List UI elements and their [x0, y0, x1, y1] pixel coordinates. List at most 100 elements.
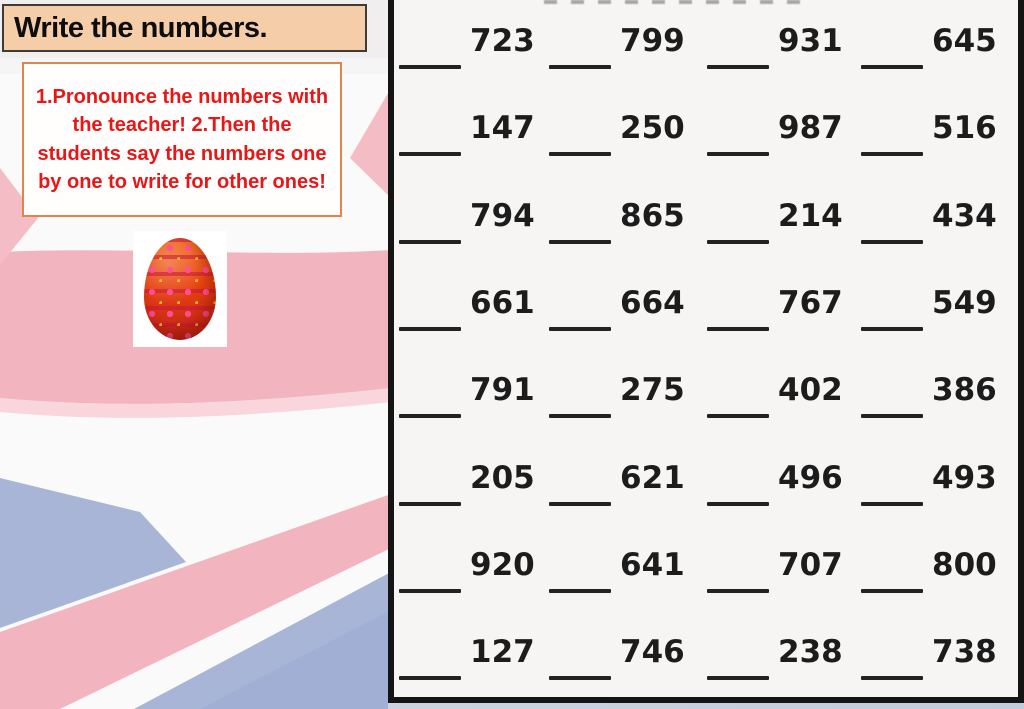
number-value: 664: [620, 285, 685, 322]
number-value: 238: [778, 634, 843, 671]
number-value: 275: [620, 372, 685, 409]
number-cell: 799: [549, 23, 707, 70]
number-cell: 661: [399, 285, 549, 332]
blank-line: [707, 414, 769, 419]
blank-line: [549, 501, 611, 506]
slide-title: Write the numbers.: [14, 11, 268, 44]
blank-line: [707, 152, 769, 157]
number-value: 496: [778, 459, 843, 496]
number-cell: 214: [707, 197, 861, 244]
number-cell: 434: [861, 197, 1018, 244]
worksheet-row: 920 641 707 800: [399, 528, 1018, 615]
blank-line: [399, 327, 461, 332]
blank-line: [861, 501, 923, 506]
number-cell: 931: [707, 23, 861, 70]
blank-line: [399, 239, 461, 244]
number-cell: 493: [861, 462, 1018, 506]
number-value: 386: [932, 372, 997, 409]
number-value: 746: [620, 634, 685, 671]
easter-egg-card: [133, 231, 227, 347]
number-value: 621: [620, 459, 685, 496]
number-cell: 275: [549, 372, 707, 419]
number-cell: 800: [861, 546, 1018, 593]
number-cell: 250: [549, 110, 707, 157]
title-box: Write the numbers.: [2, 4, 367, 52]
blank-line: [549, 676, 611, 681]
number-cell: 707: [707, 546, 861, 593]
number-value: 707: [778, 546, 843, 583]
flag-strip-below-worksheet: [388, 703, 1024, 709]
number-value: 799: [620, 23, 685, 60]
blank-line: [549, 588, 611, 593]
number-value: 865: [620, 197, 685, 234]
numbers-worksheet: 723 799 931 645 147 250 987 516 794 865 214 434 661 6…: [388, 0, 1024, 703]
number-value: 800: [932, 546, 997, 583]
number-value: 434: [932, 197, 997, 234]
number-cell: 147: [399, 113, 549, 157]
blank-line: [707, 501, 769, 506]
blank-line: [549, 239, 611, 244]
worksheet-row: 723 799 931 645: [399, 4, 1018, 91]
blank-line: [861, 239, 923, 244]
blank-line: [399, 65, 461, 70]
number-value: 645: [932, 23, 997, 60]
worksheet-row: 661 664 767 549: [399, 266, 1018, 353]
blank-line: [549, 414, 611, 419]
blank-line: [707, 676, 769, 681]
number-cell: 549: [861, 285, 1018, 332]
worksheet-row: 147 250 987 516: [399, 91, 1018, 178]
number-cell: 621: [549, 459, 707, 506]
number-value: 661: [470, 285, 535, 322]
number-value: 516: [932, 110, 997, 147]
blank-line: [399, 152, 461, 157]
number-cell: 987: [707, 113, 861, 157]
numbers-grid: 723 799 931 645 147 250 987 516 794 865 214 434 661 6…: [394, 4, 1018, 703]
instruction-text: 1.Pronounce the numbers with the teacher…: [35, 85, 329, 193]
blank-line: [707, 327, 769, 332]
number-cell: 920: [399, 549, 549, 593]
number-cell: 238: [707, 634, 861, 681]
worksheet-row: 127 746 238 738: [399, 615, 1018, 702]
blank-line: [861, 588, 923, 593]
blank-line: [399, 501, 461, 506]
number-cell: 645: [861, 23, 1018, 70]
number-cell: 402: [707, 372, 861, 419]
blank-line: [549, 65, 611, 70]
blank-line: [707, 588, 769, 593]
blank-line: [707, 65, 769, 70]
instruction-box: 1.Pronounce the numbers with the teacher…: [22, 62, 342, 217]
number-value: 214: [778, 197, 843, 234]
number-cell: 127: [399, 634, 549, 681]
number-cell: 516: [861, 110, 1018, 157]
worksheet-row: 791 275 402 386: [399, 353, 1018, 440]
easter-egg-image: [144, 238, 216, 340]
number-value: 723: [470, 23, 535, 60]
number-value: 250: [620, 110, 685, 147]
number-value: 931: [778, 23, 843, 60]
number-value: 767: [778, 285, 843, 322]
number-value: 791: [470, 372, 535, 409]
number-value: 549: [932, 285, 997, 322]
cutoff-title-fragments: [544, 0, 814, 4]
blank-line: [707, 239, 769, 244]
blank-line: [861, 65, 923, 70]
number-cell: 791: [399, 372, 549, 419]
blank-line: [399, 588, 461, 593]
number-cell: 738: [861, 637, 1018, 681]
number-cell: 865: [549, 197, 707, 244]
worksheet-row: 794 865 214 434: [399, 179, 1018, 266]
blank-line: [399, 676, 461, 681]
number-value: 127: [470, 634, 535, 671]
blank-line: [549, 327, 611, 332]
number-cell: 723: [399, 23, 549, 70]
number-cell: 746: [549, 634, 707, 681]
number-value: 794: [470, 197, 535, 234]
number-value: 402: [778, 372, 843, 409]
number-cell: 205: [399, 462, 549, 506]
number-value: 641: [620, 546, 685, 583]
number-cell: 386: [861, 372, 1018, 419]
blank-line: [861, 414, 923, 419]
blank-line: [549, 152, 611, 157]
blank-line: [861, 676, 923, 681]
worksheet-row: 205 621 496 493: [399, 440, 1018, 527]
